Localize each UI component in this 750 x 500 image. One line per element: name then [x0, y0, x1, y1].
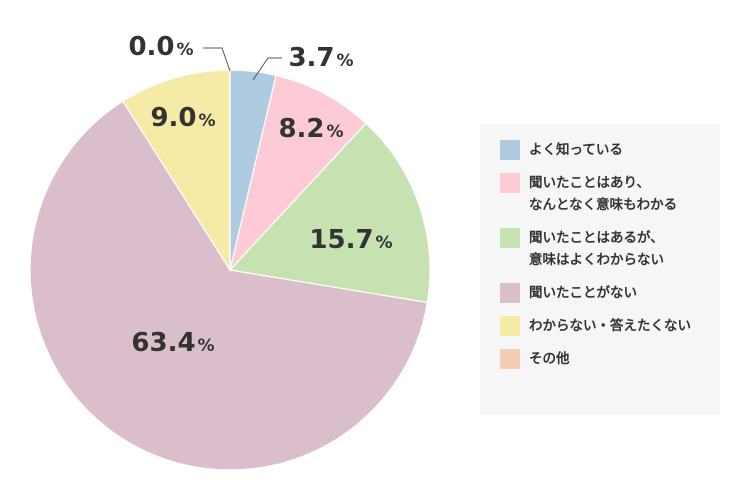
legend-swatch: [500, 349, 520, 369]
legend-label: その他: [529, 351, 570, 367]
legend-swatch: [500, 228, 520, 248]
data-label: 8.2%: [278, 114, 343, 144]
data-label: 0.0%: [128, 32, 193, 62]
legend-label: よく知っている: [529, 142, 623, 158]
data-label: 9.0%: [150, 103, 215, 133]
pie-slice: [29, 100, 429, 471]
legend-swatch: [500, 140, 520, 160]
legend-swatch: [500, 316, 520, 336]
legend-item: 聞いたことはあり、 なんとなく意味もわかる: [500, 173, 720, 216]
data-label: 63.4%: [131, 328, 214, 358]
legend-item: よく知っている: [500, 140, 720, 161]
legend-item: 聞いたことがない: [500, 283, 720, 304]
pie-slice: [228, 122, 431, 304]
legend-label: 聞いたことはあり、 なんとなく意味もわかる: [529, 175, 678, 213]
legend-label: 聞いたことはあるが、 意味はよくわからない: [529, 230, 664, 268]
legend-label: わからない・答えたくない: [529, 318, 691, 334]
legend: よく知っている聞いたことはあり、 なんとなく意味もわかる 聞いたことはあるが、 意…: [480, 124, 720, 415]
leader-line: [203, 47, 231, 72]
data-label: 15.7%: [309, 225, 392, 255]
legend-swatch: [500, 283, 520, 303]
legend-label: 聞いたことがない: [529, 285, 637, 301]
leader-line: [252, 57, 282, 81]
legend-item: その他: [500, 349, 720, 370]
pie-slice: [122, 69, 231, 273]
pie-slice: [228, 74, 367, 273]
legend-swatch: [500, 173, 520, 193]
legend-item: 聞いたことはあるが、 意味はよくわからない: [500, 228, 720, 271]
data-label: 3.7%: [288, 43, 353, 73]
legend-item: わからない・答えたくない: [500, 316, 720, 337]
